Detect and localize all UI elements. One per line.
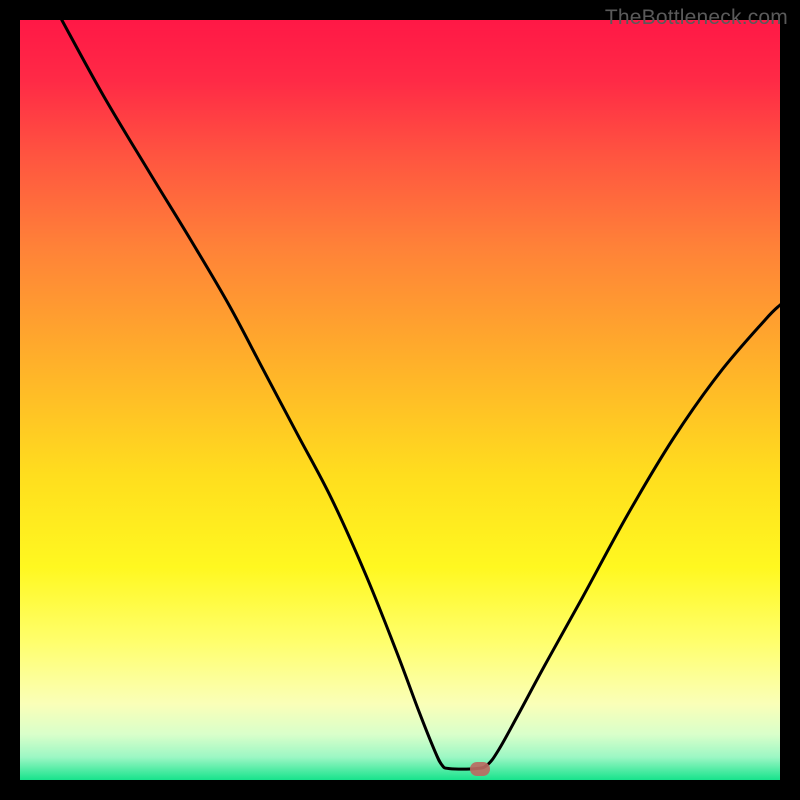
bottleneck-chart bbox=[20, 20, 780, 780]
chart-background bbox=[20, 20, 780, 780]
watermark-text: TheBottleneck.com bbox=[605, 6, 788, 30]
chart-outer-frame: TheBottleneck.com bbox=[0, 0, 800, 800]
plot-area bbox=[20, 20, 780, 780]
